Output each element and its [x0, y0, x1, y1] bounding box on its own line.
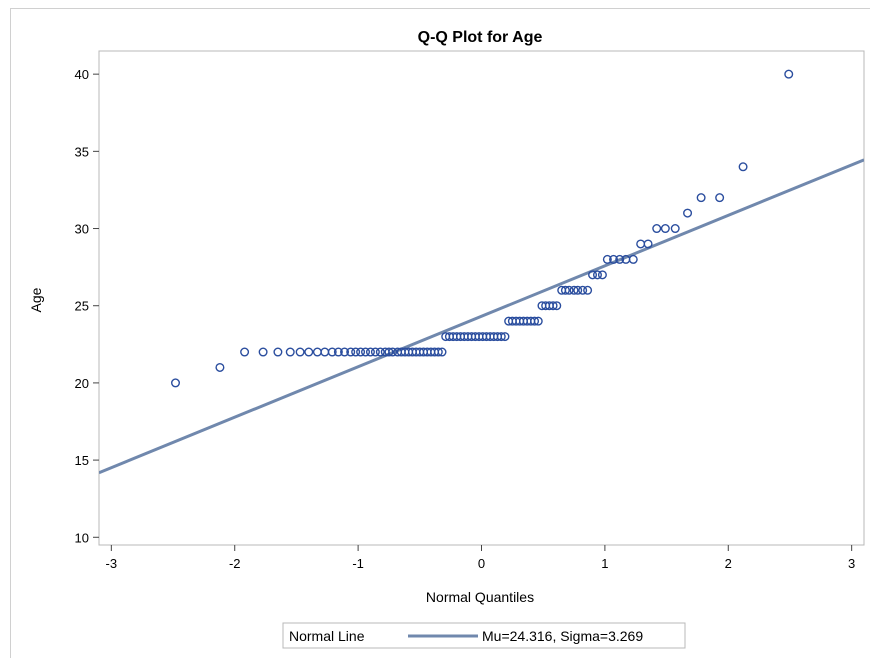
data-point	[327, 347, 337, 357]
window-left-edge	[10, 8, 11, 658]
data-point	[500, 332, 510, 342]
data-point	[560, 285, 570, 295]
data-point	[602, 254, 612, 264]
data-point	[670, 224, 680, 234]
data-point	[273, 347, 283, 357]
data-point	[588, 270, 598, 280]
x-tick-label: 3	[848, 556, 855, 571]
data-point	[384, 347, 394, 357]
data-point	[643, 239, 653, 249]
data-point	[738, 162, 748, 172]
data-point	[320, 347, 330, 357]
data-point	[552, 301, 562, 311]
data-point	[715, 193, 725, 203]
x-tick-label: 2	[725, 556, 732, 571]
x-tick-label: -1	[352, 556, 364, 571]
data-point	[609, 254, 619, 264]
data-point	[583, 285, 593, 295]
legend-entry: Mu=24.316, Sigma=3.269	[482, 628, 643, 644]
y-tick-label: 40	[75, 67, 89, 82]
data-point	[784, 69, 794, 79]
plot-frame	[98, 50, 865, 546]
data-point	[636, 239, 646, 249]
data-point	[628, 254, 638, 264]
x-tick-label: -2	[229, 556, 241, 571]
data-point	[375, 347, 385, 357]
data-point	[578, 285, 588, 295]
data-point	[295, 347, 305, 357]
data-point	[533, 316, 543, 326]
data-point	[592, 270, 602, 280]
y-tick-label: 25	[75, 299, 89, 314]
x-tick-label: 1	[601, 556, 608, 571]
y-tick-label: 20	[75, 376, 89, 391]
data-point	[683, 208, 693, 218]
data-point	[258, 347, 268, 357]
data-point	[437, 347, 447, 357]
window-top-edge	[10, 8, 870, 9]
data-point	[346, 347, 356, 357]
data-point	[240, 347, 250, 357]
y-tick-label: 15	[75, 453, 89, 468]
data-point	[215, 362, 225, 372]
data-point	[564, 285, 574, 295]
chart-title: Q-Q Plot for Age	[418, 29, 543, 46]
data-point	[365, 347, 375, 357]
legend: Normal Line Mu=24.316, Sigma=3.269	[282, 622, 686, 649]
data-point	[615, 254, 625, 264]
legend-title: Normal Line	[289, 628, 365, 644]
data-point	[304, 347, 314, 357]
legend-box	[282, 622, 686, 649]
x-tick-label: -3	[106, 556, 118, 571]
y-tick-label: 10	[75, 530, 89, 545]
data-point	[569, 285, 579, 295]
y-tick-label: 35	[75, 144, 89, 159]
x-tick-label: 0	[478, 556, 485, 571]
data-point	[361, 347, 371, 357]
data-point	[652, 224, 662, 234]
data-point	[573, 285, 583, 295]
data-point	[388, 347, 398, 357]
data-point	[433, 347, 443, 357]
data-point	[351, 347, 361, 357]
y-axis-label: Age	[28, 287, 44, 312]
data-point	[548, 301, 558, 311]
data-point	[170, 378, 180, 388]
data-point	[333, 347, 343, 357]
x-axis-label: Normal Quantiles	[426, 589, 534, 605]
data-point	[696, 193, 706, 203]
data-point	[660, 224, 670, 234]
data-point	[496, 332, 506, 342]
data-point	[597, 270, 607, 280]
data-point	[356, 347, 366, 357]
y-tick-label: 30	[75, 222, 89, 237]
data-point	[370, 347, 380, 357]
data-point	[312, 347, 322, 357]
data-point	[285, 347, 295, 357]
data-point	[530, 316, 540, 326]
data-point	[340, 347, 350, 357]
plot-area: -3 -2 -1 0 1 2 3 10 15 20 25 30 35 40	[75, 50, 865, 571]
normal-reference-line	[99, 158, 864, 475]
